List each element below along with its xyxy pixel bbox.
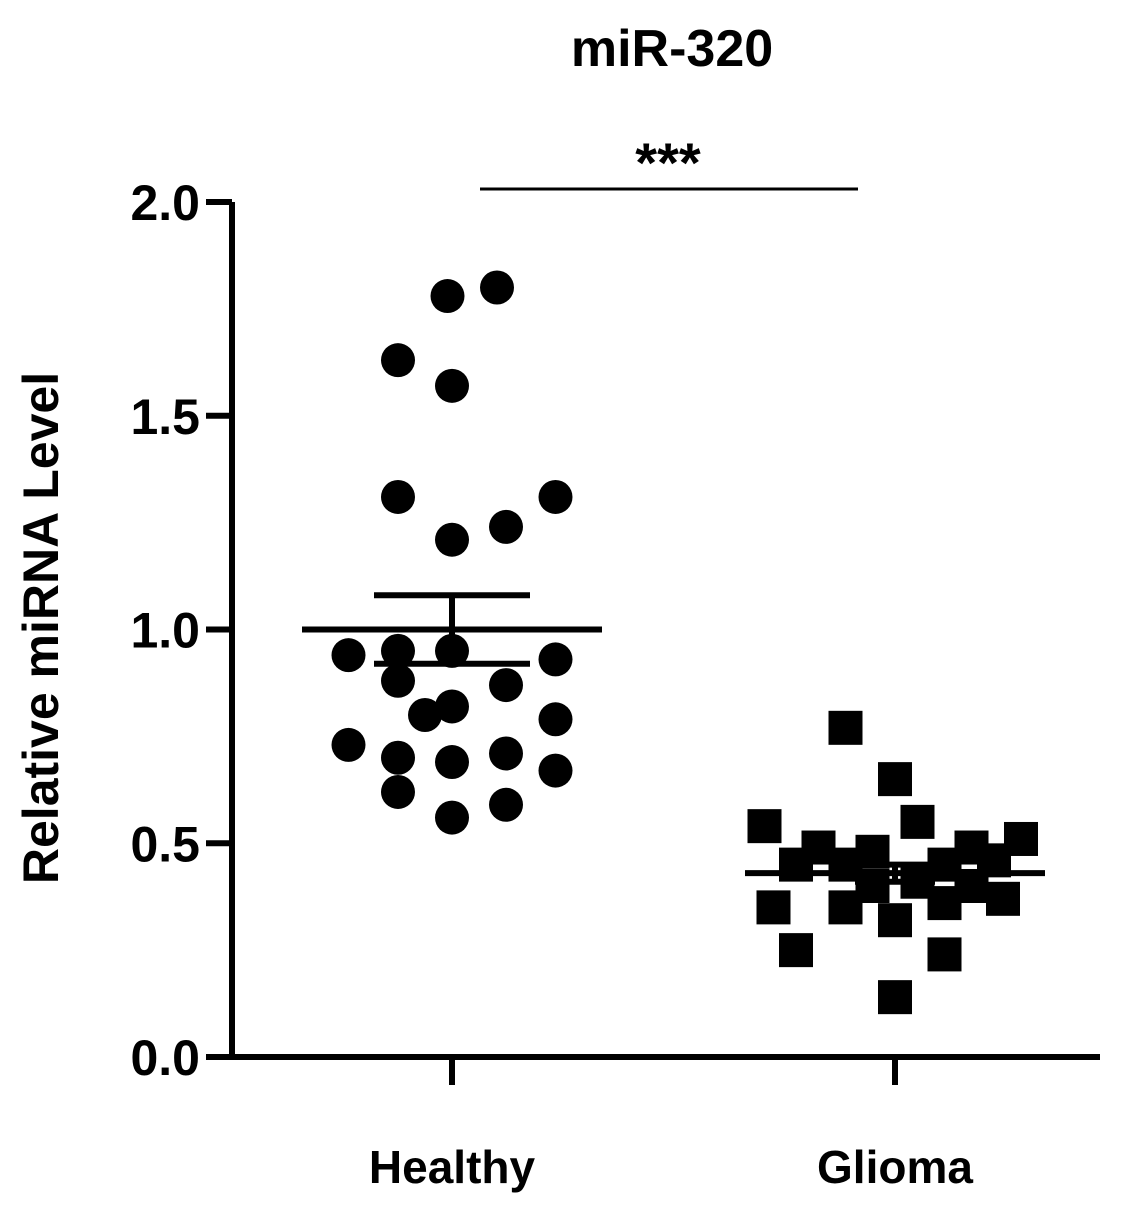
data-point: [828, 890, 863, 925]
data-point: [381, 663, 415, 698]
axes: 0.0 0.5 1.0 1.5 2.0 Healthy Glioma: [130, 175, 1100, 1193]
data-point: [489, 787, 523, 822]
data-point: [381, 740, 415, 775]
data-point: [538, 479, 573, 514]
data-point: [435, 522, 469, 557]
y-tick-label: 2.0: [130, 175, 200, 231]
x-tick-label: Glioma: [817, 1141, 973, 1193]
data-point: [480, 270, 514, 305]
data-point: [489, 668, 523, 703]
data-point: [927, 937, 962, 972]
data-point: [878, 980, 912, 1015]
data-point: [779, 847, 813, 882]
data-point: [381, 479, 415, 514]
data-point: [381, 343, 415, 378]
data-point: [331, 638, 366, 673]
data-point: [747, 809, 782, 844]
series-glioma: [745, 710, 1045, 1015]
y-tick-label: 0.0: [130, 1030, 200, 1086]
significance-label: ***: [635, 131, 701, 194]
y-tick-label: 1.5: [130, 389, 200, 445]
data-point: [489, 736, 523, 771]
x-tick-label: Healthy: [369, 1141, 536, 1193]
data-point: [381, 774, 415, 809]
y-axis-label: Relative miRNA Level: [13, 372, 69, 884]
data-point: [435, 689, 469, 724]
data-point: [430, 279, 465, 314]
data-point: [878, 762, 912, 797]
data-point: [756, 890, 791, 925]
data-point: [927, 886, 962, 921]
data-point: [381, 633, 415, 668]
data-point: [408, 698, 442, 732]
data-point: [538, 642, 573, 677]
data-point: [900, 804, 935, 839]
y-tick-label: 0.5: [130, 816, 200, 872]
data-point: [878, 903, 912, 938]
data-point: [435, 745, 469, 780]
y-tick-label: 1.0: [130, 603, 200, 659]
data-point: [331, 727, 366, 762]
chart-title: miR-320: [571, 20, 773, 78]
data-point: [779, 933, 813, 968]
data-point: [489, 509, 523, 544]
data-marks: [302, 270, 1045, 1015]
series-healthy: [302, 270, 602, 835]
data-point: [538, 753, 573, 788]
data-point: [435, 800, 469, 835]
data-point: [435, 368, 469, 403]
data-point: [828, 710, 863, 745]
data-point: [538, 702, 573, 737]
data-point: [986, 881, 1020, 916]
